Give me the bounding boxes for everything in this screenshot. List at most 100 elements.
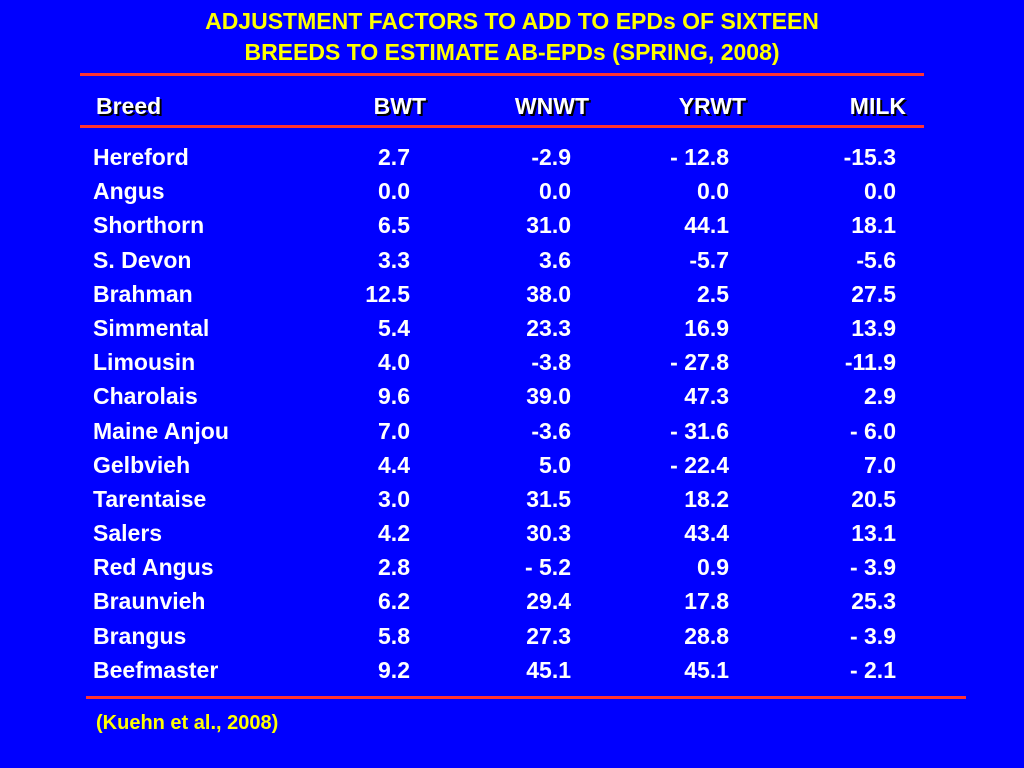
- cell-yrwt: 18.2: [684, 485, 729, 512]
- cell-bwt: 2.7: [378, 144, 410, 170]
- cell-breed: Hereford: [93, 144, 189, 170]
- column-header-wnwt: WNWT: [514, 93, 589, 119]
- cell-bwt: 4.0: [378, 349, 410, 376]
- cell-bwt: 3.3: [378, 246, 410, 273]
- cell-wnwt: 5.0: [539, 451, 571, 478]
- cell-breed: S. Devon: [93, 246, 192, 273]
- cell-milk: - 3.9: [849, 554, 896, 581]
- cell-milk: 7.0: [864, 451, 896, 478]
- cell-yrwt: - 12.8: [670, 144, 729, 170]
- table-body: Hereford 2.7 -2.9 - 12.8 -15.3 Angus 0.0 0.0 0.0…: [0, 142, 1024, 689]
- cell-wnwt: 31.5: [526, 485, 571, 512]
- cell-milk: - 3.9: [849, 622, 896, 649]
- cell-yrwt: 2.5: [697, 280, 729, 307]
- cell-yrwt: 43.4: [684, 520, 729, 547]
- cell-breed: Charolais: [93, 383, 198, 410]
- top-divider: [80, 73, 924, 76]
- cell-breed: Shorthorn: [93, 212, 205, 239]
- cell-breed: Maine Anjou: [93, 417, 229, 444]
- column-header-yrwt: YRWT: [678, 93, 746, 119]
- cell-milk: 18.1: [851, 212, 896, 239]
- table-row: Maine Anjou 7.0 -3.6 - 31.6 - 6.0: [0, 416, 1024, 450]
- cell-milk: -11.9: [844, 349, 896, 376]
- cell-wnwt: 31.0: [526, 212, 571, 239]
- table-row: Limousin 4.0 -3.8 - 27.8 -11.9: [0, 347, 1024, 381]
- cell-wnwt: -2.9: [531, 144, 571, 170]
- cell-bwt: 5.4: [378, 314, 410, 341]
- column-header-milk: MILK: [849, 93, 906, 119]
- table-row: Tarentaise 3.0 31.5 18.2 20.5: [0, 484, 1024, 518]
- cell-breed: Brahman: [93, 280, 193, 307]
- table-row: Braunvieh 6.2 29.4 17.8 25.3: [0, 586, 1024, 620]
- table-row: Red Angus 2.8 - 5.2 0.9 - 3.9: [0, 552, 1024, 586]
- column-header-breed: Breed: [96, 93, 162, 119]
- cell-breed: Tarentaise: [93, 485, 207, 512]
- cell-breed: Gelbvieh: [93, 451, 191, 478]
- table-row: Charolais 9.6 39.0 47.3 2.9: [0, 381, 1024, 415]
- cell-bwt: 9.6: [378, 383, 410, 410]
- header-divider: [80, 125, 924, 128]
- cell-yrwt: 47.3: [684, 383, 729, 410]
- cell-milk: 27.5: [851, 280, 896, 307]
- cell-wnwt: -3.6: [531, 417, 571, 444]
- cell-wnwt: 23.3: [526, 314, 571, 341]
- table-row: S. Devon 3.3 3.6 -5.7 -5.6: [0, 245, 1024, 279]
- table-row: Gelbvieh 4.4 5.0 - 22.4 7.0: [0, 450, 1024, 484]
- table-row: Beefmaster 9.2 45.1 45.1 - 2.1: [0, 655, 1024, 689]
- cell-bwt: 2.8: [378, 554, 410, 581]
- cell-yrwt: - 22.4: [670, 451, 729, 478]
- cell-bwt: 0.0: [378, 178, 410, 205]
- cell-wnwt: 0.0: [539, 178, 571, 205]
- cell-yrwt: 44.1: [684, 212, 729, 239]
- cell-bwt: 6.2: [378, 588, 410, 615]
- table-row: Simmental 5.4 23.3 16.9 13.9: [0, 313, 1024, 347]
- cell-bwt: 5.8: [378, 622, 410, 649]
- slide-title: ADJUSTMENT FACTORS TO ADD TO EPDs OF SIX…: [0, 6, 1024, 68]
- cell-bwt: 4.4: [378, 451, 410, 478]
- cell-wnwt: 30.3: [526, 520, 571, 547]
- cell-milk: 2.9: [864, 383, 896, 410]
- table-row: Salers 4.2 30.3 43.4 13.1: [0, 518, 1024, 552]
- cell-bwt: 6.5: [378, 212, 410, 239]
- cell-breed: Beefmaster: [93, 656, 219, 683]
- cell-wnwt: 27.3: [526, 622, 571, 649]
- cell-wnwt: -3.8: [531, 349, 571, 376]
- cell-milk: - 2.1: [849, 656, 896, 683]
- cell-breed: Salers: [93, 520, 163, 547]
- cell-yrwt: 16.9: [684, 314, 729, 341]
- cell-wnwt: 38.0: [526, 280, 571, 307]
- cell-milk: 25.3: [851, 588, 896, 615]
- cell-breed: Brangus: [93, 622, 187, 649]
- cell-wnwt: 39.0: [526, 383, 571, 410]
- cell-wnwt: - 5.2: [524, 554, 571, 581]
- cell-yrwt: - 27.8: [670, 349, 729, 376]
- cell-milk: -15.3: [843, 144, 896, 170]
- cell-yrwt: 45.1: [684, 656, 729, 683]
- table-header: Breed BWT WNWT YRWT MILK: [0, 93, 1024, 123]
- cell-yrwt: 0.0: [697, 178, 729, 205]
- cell-wnwt: 3.6: [539, 246, 571, 273]
- column-header-bwt: BWT: [373, 93, 426, 119]
- table-row: Angus 0.0 0.0 0.0 0.0: [0, 176, 1024, 210]
- slide-title-line-1: ADJUSTMENT FACTORS TO ADD TO EPDs OF SIX…: [205, 8, 819, 34]
- cell-yrwt: 0.9: [697, 554, 729, 581]
- cell-bwt: 7.0: [378, 417, 410, 444]
- table-row: Shorthorn 6.5 31.0 44.1 18.1: [0, 210, 1024, 244]
- slide-title-line-2: BREEDS TO ESTIMATE AB-EPDs (SPRING, 2008…: [244, 39, 780, 65]
- cell-yrwt: 17.8: [684, 588, 729, 615]
- bottom-divider: [86, 696, 966, 699]
- cell-wnwt: 29.4: [526, 588, 571, 615]
- citation: (Kuehn et al., 2008): [96, 712, 279, 734]
- cell-breed: Braunvieh: [93, 588, 206, 615]
- cell-bwt: 12.5: [365, 280, 410, 307]
- cell-milk: 20.5: [851, 485, 896, 512]
- cell-bwt: 9.2: [378, 656, 410, 683]
- cell-yrwt: - 31.6: [670, 417, 729, 444]
- table-row: Brangus 5.8 27.3 28.8 - 3.9: [0, 621, 1024, 655]
- cell-milk: -5.6: [856, 246, 896, 273]
- table-row: Hereford 2.7 -2.9 - 12.8 -15.3: [0, 142, 1024, 176]
- cell-breed: Angus: [93, 178, 165, 205]
- cell-breed: Limousin: [93, 349, 196, 376]
- table-row: Brahman 12.5 38.0 2.5 27.5: [0, 279, 1024, 313]
- cell-bwt: 4.2: [378, 520, 410, 547]
